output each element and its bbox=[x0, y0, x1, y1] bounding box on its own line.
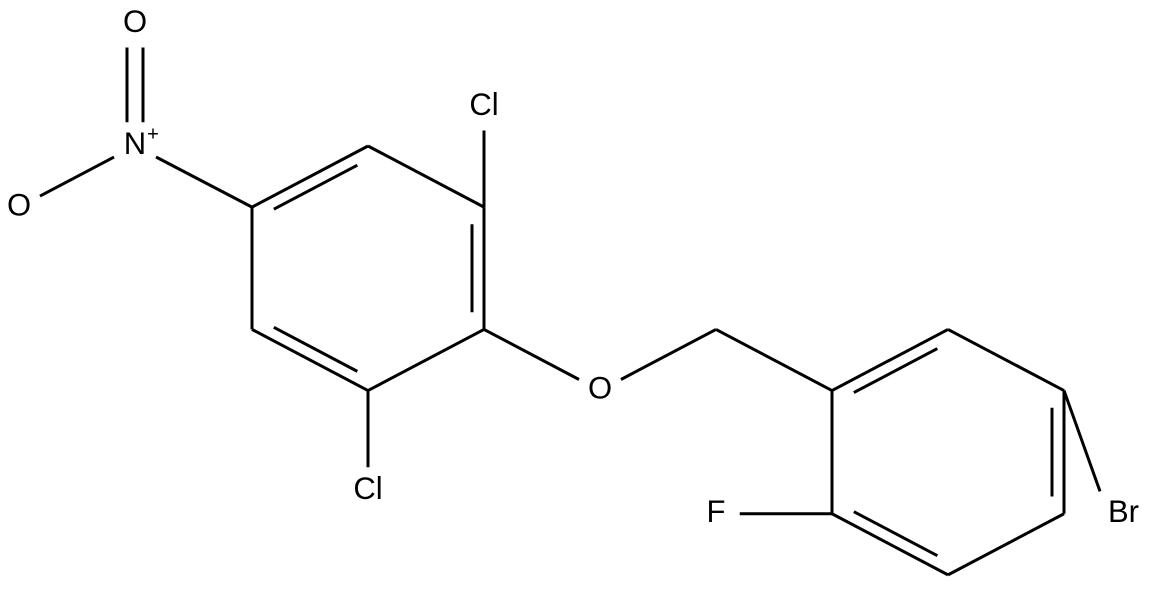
bond bbox=[484, 329, 579, 379]
O_ether-label: O bbox=[588, 371, 612, 406]
bond bbox=[368, 146, 484, 207]
nitrogen-label: N bbox=[124, 126, 146, 161]
F-label: F bbox=[707, 494, 726, 529]
bond bbox=[948, 329, 1064, 390]
oxygen-minus-label: O bbox=[7, 187, 31, 222]
Cl_bot-label: Cl bbox=[353, 471, 382, 506]
bond bbox=[832, 329, 948, 390]
bromine-label: Br bbox=[1108, 494, 1139, 529]
bond bbox=[274, 165, 358, 209]
bond bbox=[274, 327, 358, 371]
bond bbox=[948, 514, 1064, 575]
molecule-diagram: ON+O-ClClOBrF bbox=[0, 0, 1154, 614]
bond bbox=[854, 512, 938, 556]
bond bbox=[252, 146, 368, 207]
bond bbox=[252, 329, 368, 390]
bond bbox=[832, 514, 948, 575]
bond bbox=[40, 157, 114, 196]
bond bbox=[156, 157, 252, 207]
plus-charge: + bbox=[147, 123, 159, 145]
Cl_top-label: Cl bbox=[469, 87, 498, 122]
bond bbox=[716, 329, 832, 390]
bond bbox=[1064, 391, 1100, 492]
bond bbox=[621, 329, 716, 379]
bond bbox=[368, 329, 484, 390]
O_dbl-label: O bbox=[123, 4, 147, 39]
bond bbox=[854, 349, 938, 393]
